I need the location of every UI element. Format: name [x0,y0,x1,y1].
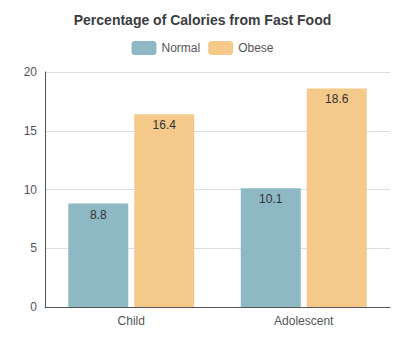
svg-text:Child: Child [118,314,145,328]
svg-text:Percentage of Calories from Fa: Percentage of Calories from Fast Food [74,12,332,28]
svg-text:18.6: 18.6 [325,92,349,106]
svg-text:20: 20 [24,65,38,79]
svg-text:Normal: Normal [161,41,200,55]
svg-text:8.8: 8.8 [90,208,107,222]
svg-text:15: 15 [24,124,38,138]
svg-text:16.4: 16.4 [153,118,177,132]
svg-text:10: 10 [24,183,38,197]
svg-text:5: 5 [30,241,37,255]
svg-text:Adolescent: Adolescent [274,314,334,328]
svg-text:0: 0 [30,300,37,314]
svg-text:10.1: 10.1 [259,192,283,206]
svg-text:Obese: Obese [238,41,274,55]
